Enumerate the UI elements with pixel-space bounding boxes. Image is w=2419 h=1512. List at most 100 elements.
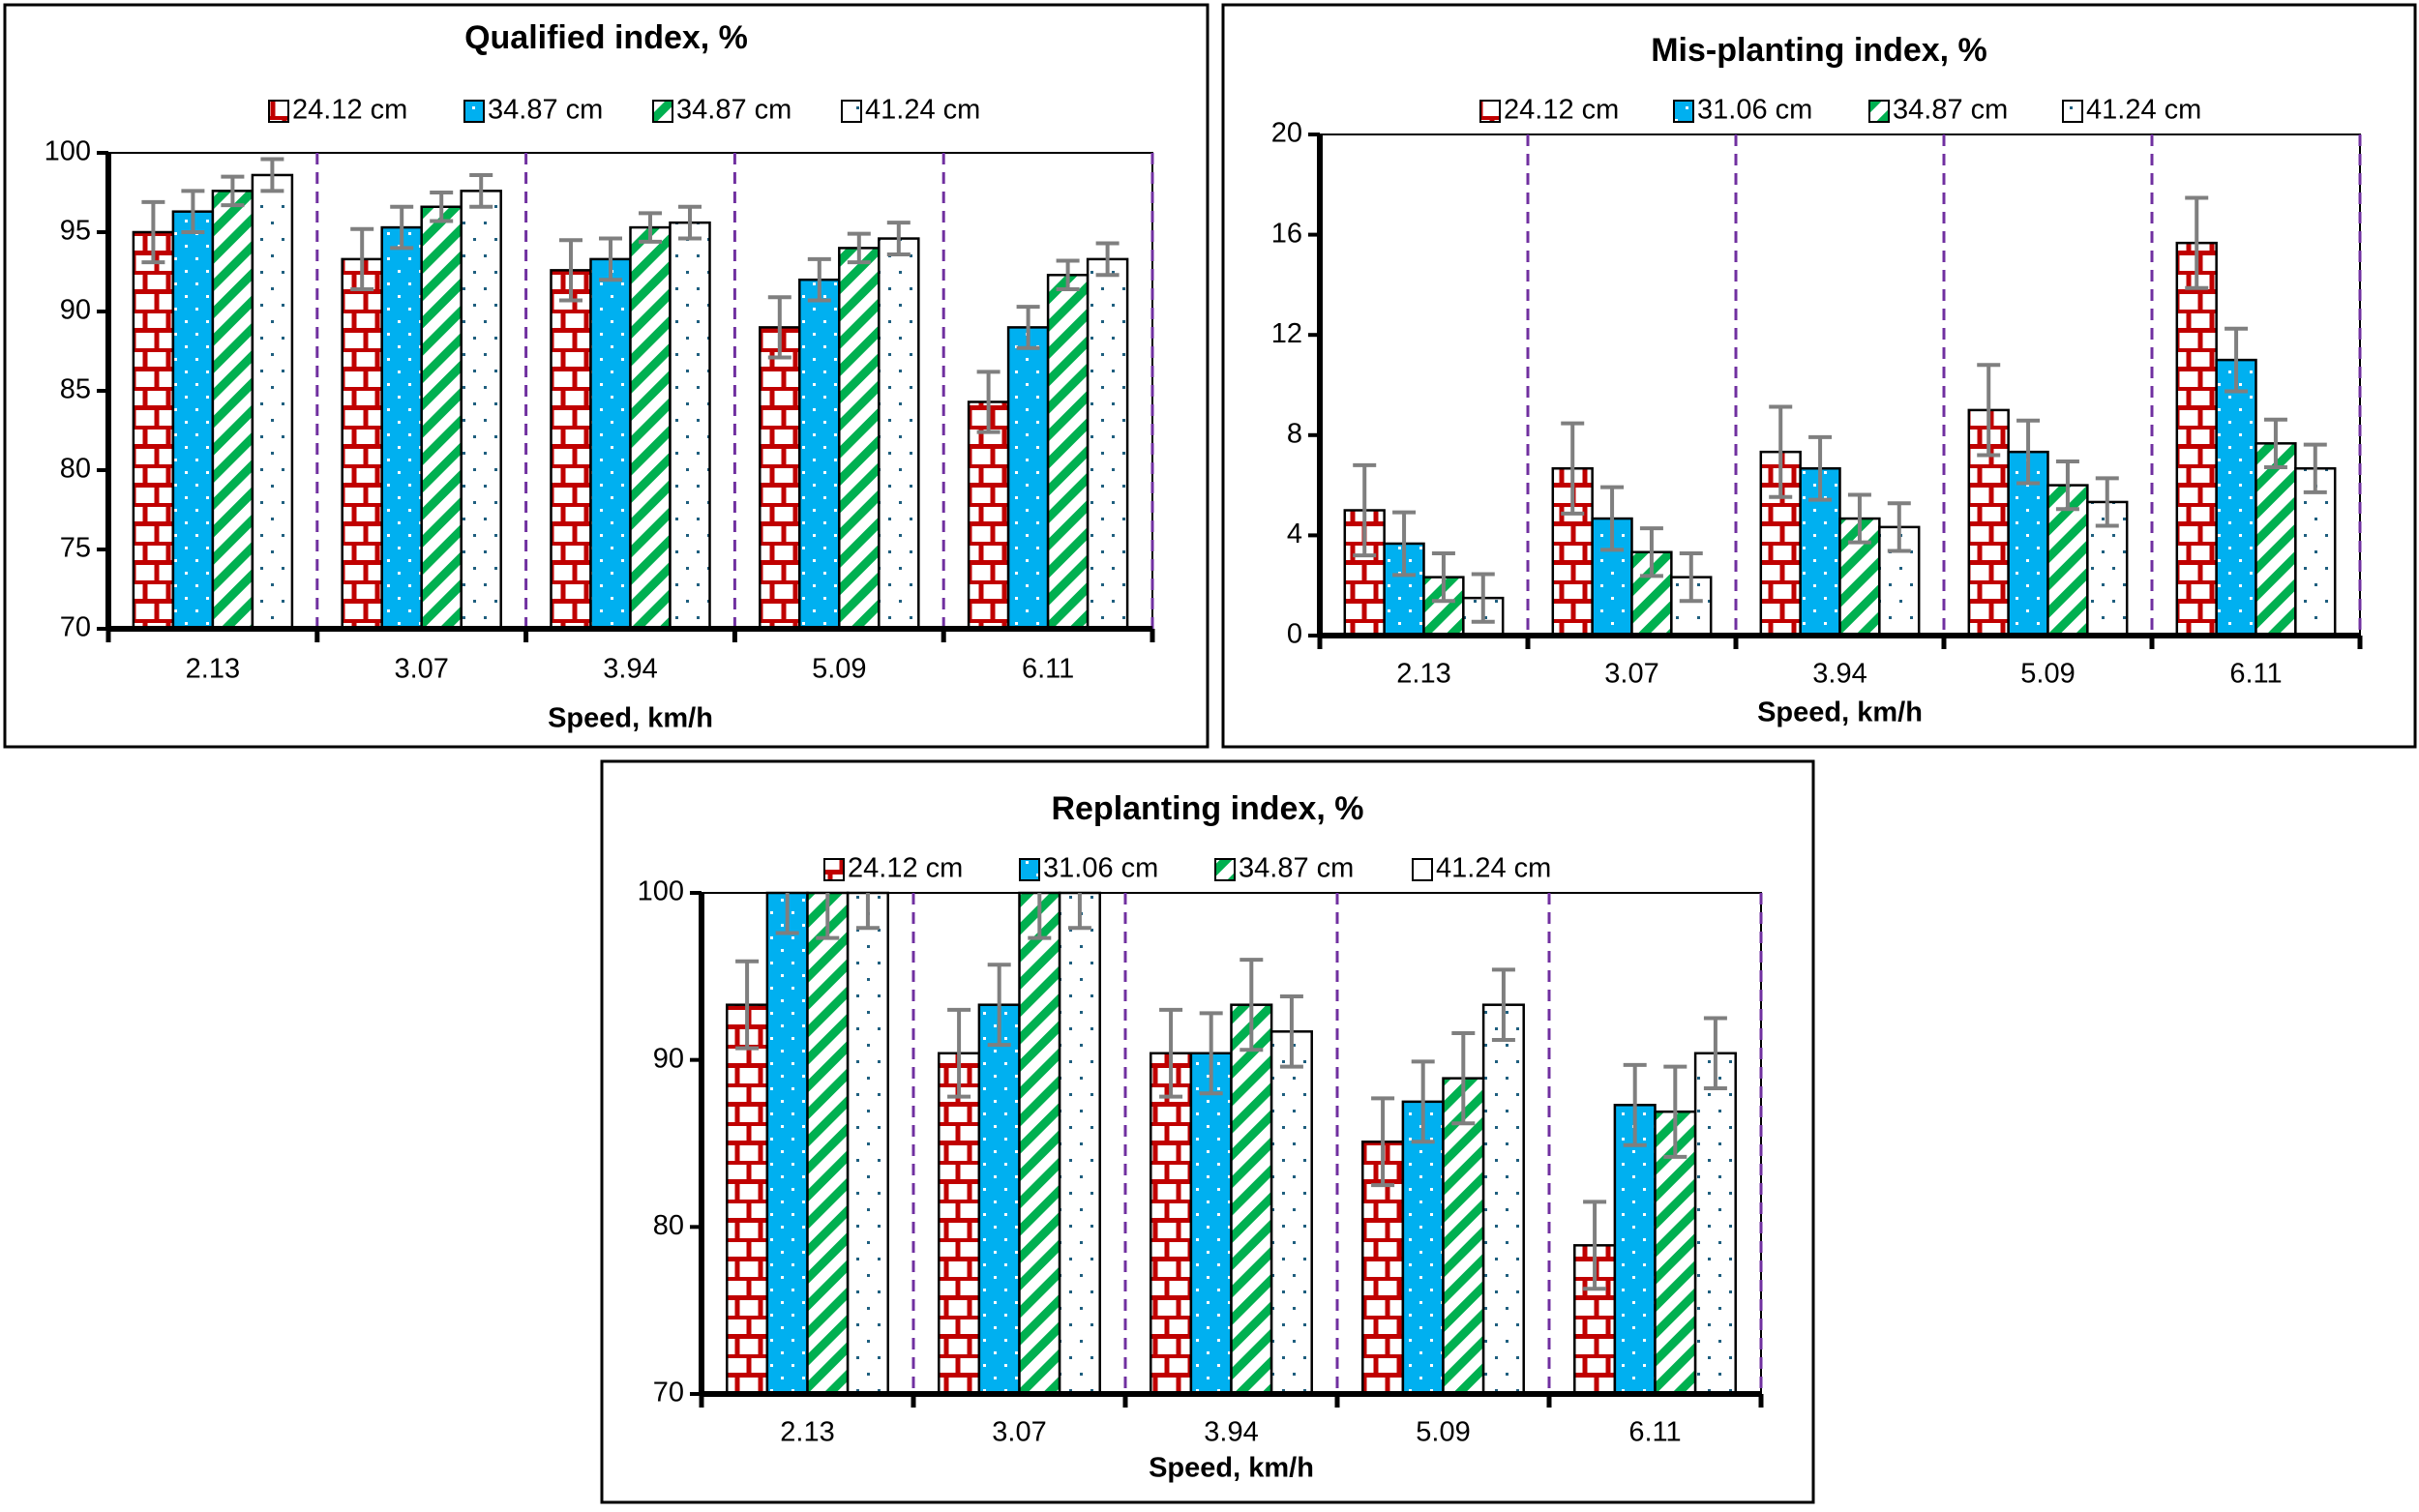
bar (460, 190, 502, 631)
bar (1189, 1052, 1233, 1396)
y-tick-label: 16 (1271, 218, 1302, 249)
bar (1058, 891, 1101, 1396)
x-tick-label: 3.07 (394, 654, 448, 685)
y-tick-label: 70 (653, 1378, 684, 1408)
chart-panel-1: Qualified index, % 24.12 cm 34.87 cm 34.87 … (3, 3, 1210, 749)
x-axis-title: Speed, km/h (1757, 697, 1923, 728)
y-tick-label: 95 (60, 216, 91, 247)
x-tick-label: 3.07 (1604, 659, 1658, 690)
x-tick-label: 3.07 (992, 1417, 1046, 1448)
bar (1613, 1104, 1657, 1396)
y-tick-label: 80 (653, 1210, 684, 1241)
x-tick-label: 6.11 (1628, 1417, 1681, 1448)
bar (1046, 274, 1090, 631)
legend-label: 34.87 cm (676, 95, 791, 126)
legend-label: 24.12 cm (1504, 95, 1619, 126)
y-tick-label: 90 (653, 1043, 684, 1074)
bar (967, 400, 1010, 631)
legend-swatch (1479, 100, 1501, 123)
legend-swatch (268, 100, 289, 123)
legend-swatch (652, 100, 673, 123)
bar (550, 269, 592, 631)
bar (1693, 1052, 1737, 1396)
bar (2294, 466, 2337, 637)
y-tick-label: 4 (1287, 519, 1302, 549)
legend-label: 31.06 cm (1043, 853, 1158, 884)
x-tick-label: 3.94 (1812, 659, 1867, 690)
legend-label: 24.12 cm (848, 853, 963, 884)
x-tick-label: 5.09 (1416, 1417, 1470, 1448)
bar (977, 1003, 1021, 1396)
bar (380, 225, 423, 631)
chart-title: Replanting index, % (1051, 790, 1363, 827)
bar (1269, 1030, 1313, 1396)
bar (132, 230, 175, 631)
y-tick-label: 80 (60, 454, 91, 485)
bar (2215, 358, 2257, 637)
legend-label: 34.87 cm (1893, 95, 2008, 126)
y-tick-label: 90 (60, 295, 91, 326)
legend-swatch (1412, 858, 1433, 881)
legend-swatch (823, 858, 845, 881)
bar (1006, 326, 1050, 631)
legend-swatch (2062, 100, 2083, 123)
bar (1086, 257, 1129, 631)
bar (759, 326, 801, 631)
legend-swatch (1868, 100, 1890, 123)
x-tick-label: 5.09 (812, 654, 866, 685)
chart-panel-3: Replanting index, % 24.12 cm 31.06 cm 34.87… (600, 759, 1815, 1504)
bar (629, 225, 672, 631)
legend-label: 41.24 cm (2086, 95, 2201, 126)
legend-label: 24.12 cm (292, 95, 407, 126)
bar (669, 221, 711, 631)
legend-swatch (841, 100, 862, 123)
y-tick-label: 0 (1287, 619, 1302, 650)
bar (2175, 241, 2218, 637)
x-axis-title: Speed, km/h (1149, 1453, 1314, 1484)
bar (838, 247, 881, 631)
bar (211, 190, 254, 631)
x-tick-label: 6.11 (1022, 654, 1074, 685)
bar (726, 1003, 769, 1396)
bar (2255, 442, 2297, 637)
legend-swatch (1214, 858, 1236, 881)
x-tick-label: 2.13 (186, 654, 240, 685)
bar (251, 173, 294, 631)
legend-label: 41.24 cm (865, 95, 980, 126)
x-tick-label: 3.94 (603, 654, 657, 685)
legend-label: 34.87 cm (488, 95, 603, 126)
y-tick-label: 100 (45, 136, 91, 167)
bar (1481, 1003, 1525, 1396)
bar (846, 891, 889, 1396)
legend-swatch (1673, 100, 1694, 123)
y-tick-label: 8 (1287, 418, 1302, 449)
legend-label: 41.24 cm (1436, 853, 1551, 884)
bar (1442, 1077, 1485, 1396)
bar (938, 1052, 981, 1396)
bar (878, 237, 920, 631)
x-tick-label: 6.11 (2229, 659, 2282, 690)
bar (1018, 891, 1061, 1396)
legend-swatch (463, 100, 485, 123)
x-tick-label: 5.09 (2020, 659, 2075, 690)
x-tick-label: 2.13 (1396, 659, 1450, 690)
legend-label: 34.87 cm (1239, 853, 1354, 884)
bar (589, 257, 632, 631)
bar (1401, 1100, 1445, 1396)
chart-title: Mis-planting index, % (1651, 32, 1987, 69)
legend-label: 31.06 cm (1697, 95, 1812, 126)
legend-swatch (1019, 858, 1040, 881)
y-tick-label: 20 (1271, 118, 1302, 149)
x-tick-label: 2.13 (780, 1417, 834, 1448)
y-tick-label: 100 (638, 876, 684, 907)
bar (171, 210, 215, 631)
bar (798, 278, 841, 631)
bar (420, 205, 463, 631)
bar (341, 257, 383, 631)
bar (806, 891, 850, 1396)
x-tick-label: 3.94 (1204, 1417, 1258, 1448)
y-tick-label: 70 (60, 612, 91, 643)
y-tick-label: 75 (60, 533, 91, 564)
bar (1150, 1052, 1193, 1396)
